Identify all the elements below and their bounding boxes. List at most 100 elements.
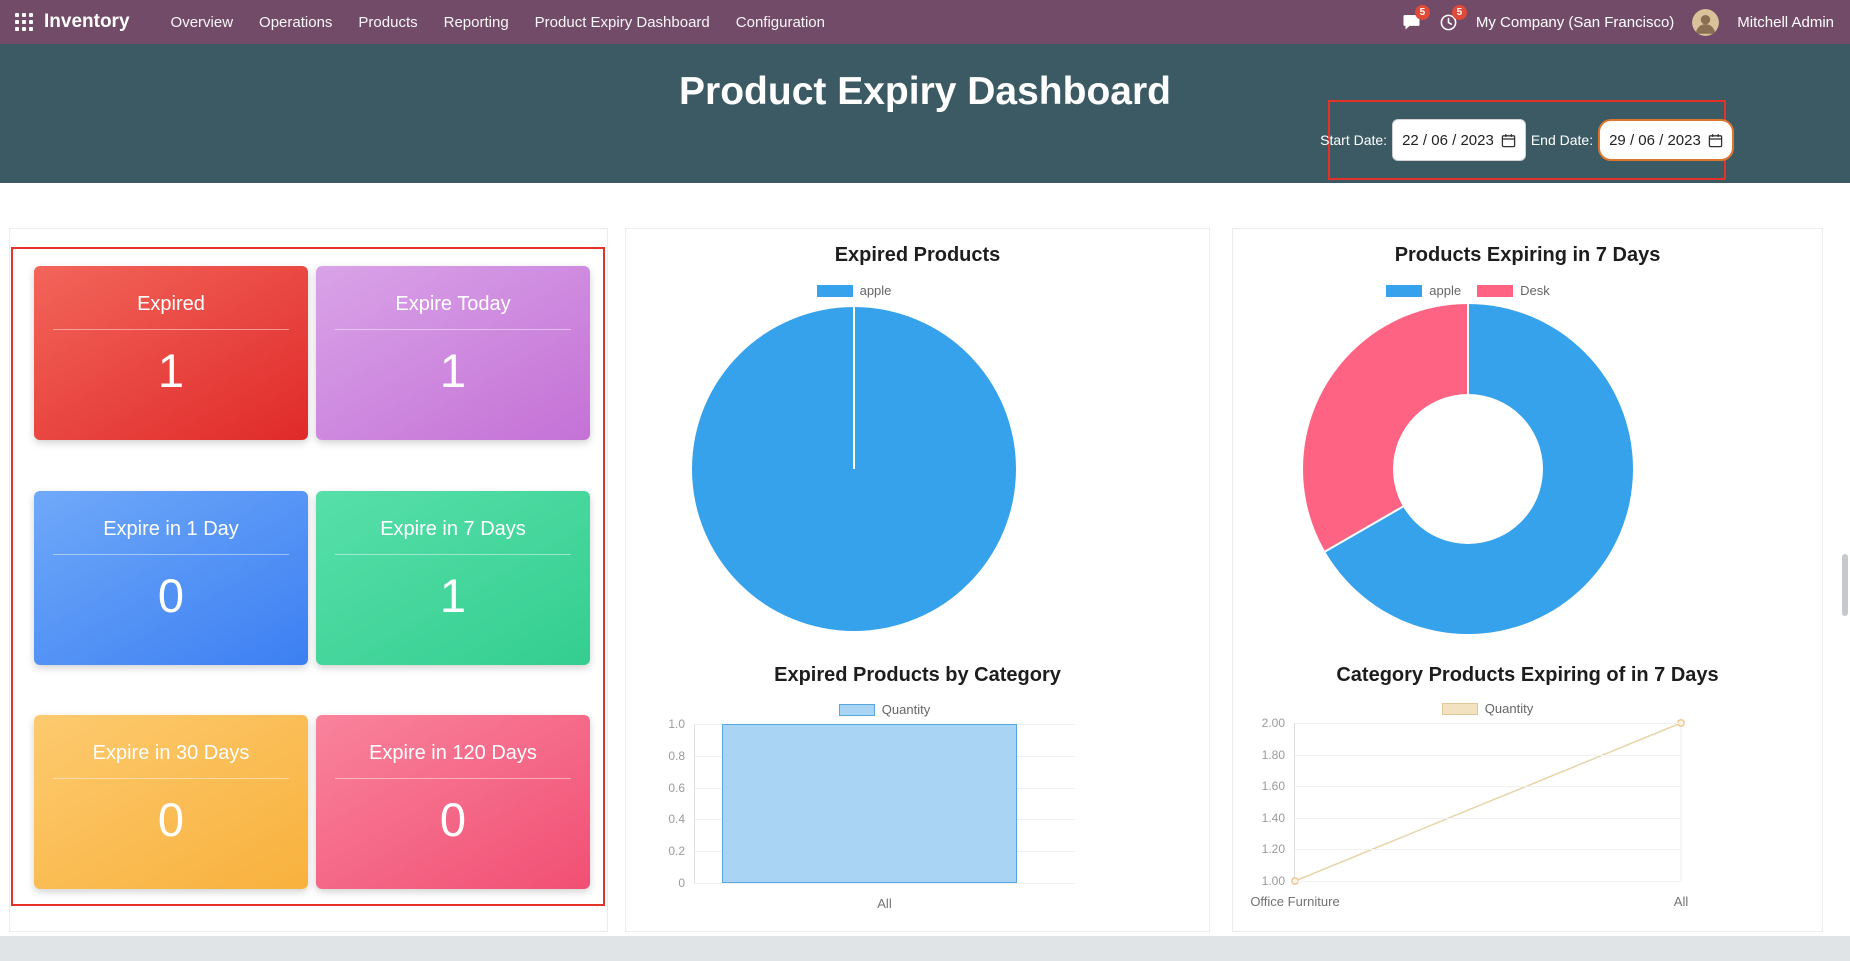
legend-item[interactable]: Quantity [838, 702, 930, 717]
stat-card-expire-7-days[interactable]: Expire in 7 Days 1 [316, 491, 590, 665]
legend-item[interactable]: Desk [1477, 283, 1550, 298]
line-chart: Office Furniture All 2.00 1.80 1.60 1.40 1.2… [1250, 716, 1688, 909]
gridline-horizontal [1295, 723, 1681, 724]
stat-card-label: Expired [137, 293, 205, 315]
menu-item-products[interactable]: Products [358, 13, 418, 31]
user-menu[interactable]: Mitchell Admin [1737, 13, 1834, 31]
messages-button[interactable]: 5 [1402, 4, 1430, 32]
pie-chart-title: Expired Products [834, 244, 1001, 266]
stat-card-label: Expire in 7 Days [380, 518, 526, 540]
legend-label: apple [1429, 283, 1462, 298]
end-date-label: End Date: [1530, 132, 1594, 148]
y-axis-tick: 0.4 [668, 812, 685, 827]
bar-legend: Quantity [694, 702, 1075, 717]
stat-card-label: Expire in 120 Days [369, 742, 537, 764]
legend-item[interactable]: apple [1386, 283, 1461, 298]
stat-card-expired[interactable]: Expired 1 [34, 266, 308, 440]
app-name[interactable]: Inventory [44, 11, 130, 32]
page-footer-strip [0, 936, 1850, 961]
main-menu: Overview Operations Products Reporting P… [158, 2, 838, 43]
y-axis-tick: 0 [678, 876, 685, 890]
legend-color-box [838, 703, 875, 716]
calendar-icon [1708, 133, 1723, 147]
stat-card-value: 0 [439, 793, 467, 846]
line-chart-svg [1291, 719, 1685, 885]
pie-legend: apple [692, 283, 1016, 298]
divider [335, 329, 571, 330]
y-axis-tick: 1.80 [1261, 747, 1285, 762]
avatar[interactable] [1692, 8, 1720, 36]
doughnut-legend: apple Desk [1303, 283, 1633, 298]
legend-color-box [1441, 702, 1478, 715]
stat-card-label: Expire Today [395, 293, 511, 315]
divider [335, 778, 571, 779]
end-date-value: 29 / 06 / 2023 [1609, 131, 1701, 149]
apps-grid-icon[interactable] [15, 13, 33, 31]
slice-border [853, 307, 855, 469]
y-axis-tick: 0.6 [668, 780, 685, 795]
stat-card-label: Expire in 30 Days [92, 742, 250, 764]
y-axis-tick: 1.20 [1261, 842, 1285, 857]
start-date-input[interactable]: 22 / 06 / 2023 [1392, 119, 1526, 161]
menu-item-reporting[interactable]: Reporting [443, 13, 509, 31]
bar-chart: 1.0 0.8 0.6 0.4 0.2 0 [668, 717, 1075, 890]
dashboard-header: Product Expiry Dashboard Start Date: 22 … [0, 44, 1850, 183]
stat-card-expire-today[interactable]: Expire Today 1 [316, 266, 590, 440]
expired-charts-panel: Expired Products apple Expired Products … [625, 228, 1210, 932]
topbar-right: 5 5 My Company (San Francisco) Mitchell … [1402, 4, 1850, 36]
gridline-horizontal [1295, 754, 1681, 756]
gridline-horizontal [1295, 849, 1681, 851]
messages-badge: 5 [1414, 4, 1430, 20]
y-axis-tick: 2.00 [1261, 716, 1285, 730]
doughnut-chart [1303, 304, 1633, 634]
bar-x-label: All [877, 896, 892, 911]
company-switcher[interactable]: My Company (San Francisco) [1475, 13, 1675, 31]
gridline-horizontal [1295, 881, 1681, 882]
calendar-icon [1501, 133, 1516, 147]
expiring-charts-panel: Products Expiring in 7 Days apple Desk Ca… [1232, 228, 1823, 932]
gridline-horizontal [695, 883, 1075, 884]
pie-chart [692, 307, 1016, 631]
legend-item[interactable]: apple [816, 283, 891, 298]
y-axis-tick: 0.2 [668, 844, 685, 859]
top-navbar: Inventory Overview Operations Products R… [0, 0, 1850, 44]
activities-badge: 5 [1451, 4, 1467, 20]
stat-card-label: Expire in 1 Day [103, 518, 239, 540]
y-axis-tick: 1.40 [1261, 810, 1285, 825]
slice-border [1467, 304, 1469, 469]
legend-item[interactable]: Quantity [1441, 701, 1533, 716]
end-date-input[interactable]: 29 / 06 / 2023 [1598, 119, 1734, 161]
vertical-scrollbar[interactable] [1842, 554, 1848, 616]
bar-chart-title: Expired Products by Category [774, 664, 1061, 686]
gridline-horizontal [1295, 786, 1681, 788]
activities-button[interactable]: 5 [1439, 4, 1467, 32]
chat-icon [1403, 14, 1420, 30]
legend-label: Desk [1520, 283, 1550, 298]
menu-item-operations[interactable]: Operations [259, 13, 333, 31]
legend-color-box [816, 284, 853, 297]
menu-item-overview[interactable]: Overview [170, 13, 234, 31]
clock-icon [1440, 14, 1457, 30]
stat-cards-panel: Expired 1 Expire Today 1 Expire in 1 Day… [9, 228, 608, 932]
bar-all [722, 724, 1017, 883]
stat-card-value: 1 [439, 344, 467, 397]
stat-card-expire-120-days[interactable]: Expire in 120 Days 0 [316, 715, 590, 889]
line-legend: Quantity [1294, 701, 1681, 716]
stat-card-value: 1 [157, 344, 185, 397]
line-chart-title: Category Products Expiring of in 7 Days [1336, 664, 1719, 686]
divider [53, 554, 289, 555]
menu-item-product-expiry-dashboard[interactable]: Product Expiry Dashboard [534, 13, 710, 31]
y-axis-tick: 1.60 [1261, 779, 1285, 794]
stat-card-expire-1-day[interactable]: Expire in 1 Day 0 [34, 491, 308, 665]
start-date-label: Start Date: [1320, 132, 1388, 148]
legend-color-box [1386, 284, 1423, 297]
stat-card-expire-30-days[interactable]: Expire in 30 Days 0 [34, 715, 308, 889]
menu-item-configuration[interactable]: Configuration [735, 13, 825, 31]
divider [53, 329, 289, 330]
y-axis-tick: 1.00 [1261, 874, 1285, 888]
doughnut-hole [1393, 394, 1543, 544]
page-title: Product Expiry Dashboard [679, 70, 1171, 113]
line-x-label: All [1673, 894, 1689, 909]
stat-card-value: 0 [157, 569, 185, 622]
